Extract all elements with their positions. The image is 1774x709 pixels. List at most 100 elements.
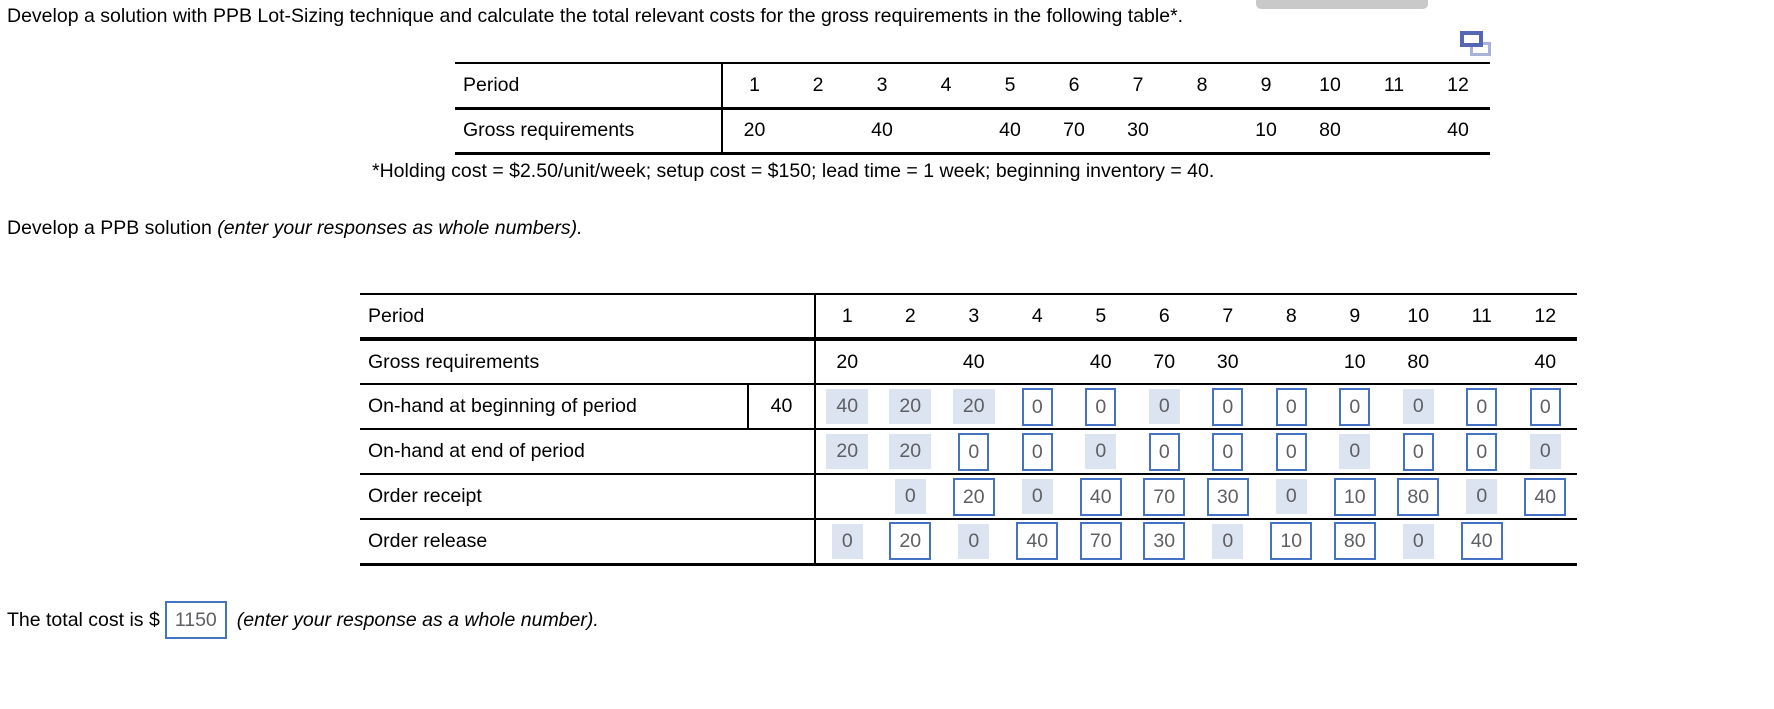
onhand-end-p11-input[interactable]: 0 bbox=[1466, 432, 1498, 471]
onhand-beginning-p8-input[interactable]: 0 bbox=[1275, 387, 1307, 426]
onhand-end-p12-cell: 0 bbox=[1513, 429, 1577, 475]
gross-requirements-p8-cell bbox=[1259, 339, 1323, 385]
row-onhand-beginning: On-hand at beginning of period 40 40 20 20 0 0… bbox=[360, 384, 1577, 430]
order-release-p6-input[interactable]: 30 bbox=[1143, 522, 1186, 561]
requirements-period-col-10: 10 bbox=[1298, 62, 1362, 110]
onhand-end-p1-answer[interactable]: 20 bbox=[826, 434, 869, 469]
onhand-end-p3-input[interactable]: 0 bbox=[958, 432, 990, 471]
solution-period-col-10: 10 bbox=[1386, 293, 1450, 341]
onhand-beginning-p4-cell: 0 bbox=[1005, 384, 1069, 430]
order-receipt-p5-input[interactable]: 40 bbox=[1079, 477, 1122, 516]
scrollbar-thumb[interactable] bbox=[1256, 0, 1428, 9]
onhand-end-p9-cell: 0 bbox=[1323, 429, 1387, 475]
solution-period-col-2: 2 bbox=[878, 293, 942, 341]
onhand-beginning-p5-input[interactable]: 0 bbox=[1085, 387, 1117, 426]
requirements-period-col-9: 9 bbox=[1234, 62, 1298, 110]
order-release-p11-input[interactable]: 40 bbox=[1460, 522, 1503, 561]
requirements-gross-p3: 40 bbox=[850, 108, 914, 155]
footnote-text: *Holding cost = $2.50/unit/week; setup c… bbox=[372, 160, 1215, 182]
order-release-p3-cell: 0 bbox=[942, 519, 1006, 566]
gross-requirements-p6-cell: 70 bbox=[1132, 339, 1196, 385]
order-receipt-p8-answer[interactable]: 0 bbox=[1275, 479, 1307, 514]
onhand-beginning-p10-answer[interactable]: 0 bbox=[1402, 389, 1434, 424]
onhand-end-p5-answer[interactable]: 0 bbox=[1085, 434, 1117, 469]
order-release-p9-input[interactable]: 80 bbox=[1333, 522, 1376, 561]
order-receipt-p6-input[interactable]: 70 bbox=[1143, 477, 1186, 516]
popup-table-icon[interactable] bbox=[1460, 31, 1494, 62]
order-receipt-p9-input[interactable]: 10 bbox=[1333, 477, 1376, 516]
solution-period-col-1: 1 bbox=[814, 293, 879, 341]
requirements-gross-p11 bbox=[1362, 108, 1426, 155]
onhand-end-p5-cell: 0 bbox=[1069, 429, 1133, 475]
requirements-period-col-5: 5 bbox=[978, 62, 1042, 110]
order-receipt-p7-input[interactable]: 30 bbox=[1206, 477, 1249, 516]
requirements-period-col-8: 8 bbox=[1170, 62, 1234, 110]
order-receipt-p5-cell: 40 bbox=[1069, 474, 1133, 520]
order-receipt-p3-input[interactable]: 20 bbox=[952, 477, 995, 516]
onhand-end-p7-input[interactable]: 0 bbox=[1212, 432, 1244, 471]
order-release-p4-input[interactable]: 40 bbox=[1016, 522, 1059, 561]
total-cost-line: The total cost is $ 1150 (enter your res… bbox=[7, 599, 599, 641]
onhand-end-p10-cell: 0 bbox=[1386, 429, 1450, 475]
order-release-p10-answer[interactable]: 0 bbox=[1402, 523, 1434, 559]
onhand-beginning-p1-cell: 40 bbox=[814, 384, 879, 430]
gross-requirements-p2-cell bbox=[878, 339, 942, 385]
order-release-p6-cell: 30 bbox=[1132, 519, 1196, 566]
order-release-p3-answer[interactable]: 0 bbox=[958, 523, 990, 559]
gross-requirements-p7-cell: 30 bbox=[1196, 339, 1260, 385]
order-release-p8-input[interactable]: 10 bbox=[1270, 522, 1313, 561]
requirements-gross-p1: 20 bbox=[721, 108, 786, 155]
onhand-end-p1-cell: 20 bbox=[814, 429, 879, 475]
order-release-p1-answer[interactable]: 0 bbox=[831, 523, 863, 559]
onhand-beginning-p12-input[interactable]: 0 bbox=[1529, 387, 1561, 426]
onhand-end-p10-input[interactable]: 0 bbox=[1402, 432, 1434, 471]
onhand-end-p4-input[interactable]: 0 bbox=[1021, 432, 1053, 471]
onhand-end-p8-input[interactable]: 0 bbox=[1275, 432, 1307, 471]
gross-requirements-p4-cell bbox=[1005, 339, 1069, 385]
onhand-beginning-p9-input[interactable]: 0 bbox=[1339, 387, 1371, 426]
solution-period-col-6: 6 bbox=[1132, 293, 1196, 341]
onhand-beginning-p1-answer[interactable]: 40 bbox=[826, 389, 869, 424]
onhand-end-p6-input[interactable]: 0 bbox=[1148, 432, 1180, 471]
order-receipt-p9-cell: 10 bbox=[1323, 474, 1387, 520]
onhand-beginning-p11-input[interactable]: 0 bbox=[1466, 387, 1498, 426]
total-cost-input[interactable]: 1150 bbox=[164, 601, 227, 639]
popup-icon-front-rect bbox=[1460, 31, 1483, 47]
order-release-p9-cell: 80 bbox=[1323, 519, 1387, 566]
solution-period-col-3: 3 bbox=[942, 293, 1006, 341]
order-receipt-p4-answer[interactable]: 0 bbox=[1021, 479, 1053, 514]
requirements-gross-p2 bbox=[786, 108, 850, 155]
onhand-beginning-p2-answer[interactable]: 20 bbox=[889, 389, 932, 424]
gross-requirements-p9-cell: 10 bbox=[1323, 339, 1387, 385]
solution-period-col-11: 11 bbox=[1450, 293, 1514, 341]
onhand-beginning-p6-answer[interactable]: 0 bbox=[1148, 389, 1180, 424]
onhand-beginning-p7-input[interactable]: 0 bbox=[1212, 387, 1244, 426]
onhand-beginning-p4-input[interactable]: 0 bbox=[1021, 387, 1053, 426]
onhand-end-p2-answer[interactable]: 20 bbox=[889, 434, 932, 469]
order-receipt-p12-input[interactable]: 40 bbox=[1524, 477, 1567, 516]
requirements-period-col-4: 4 bbox=[914, 62, 978, 110]
onhand-beginning-p3-answer[interactable]: 20 bbox=[952, 389, 995, 424]
order-receipt-p2-cell: 0 bbox=[878, 474, 942, 520]
requirements-gross-p4 bbox=[914, 108, 978, 155]
order-receipt-p11-cell: 0 bbox=[1450, 474, 1514, 520]
question-text: Develop a solution with PPB Lot-Sizing t… bbox=[7, 5, 1184, 27]
row-label-gross-requirements: Gross requirements bbox=[360, 339, 815, 385]
onhand-end-p9-answer[interactable]: 0 bbox=[1339, 434, 1371, 469]
requirements-period-col-6: 6 bbox=[1042, 62, 1106, 110]
onhand-beginning-p3-cell: 20 bbox=[942, 384, 1006, 430]
onhand-beginning-p9-cell: 0 bbox=[1323, 384, 1387, 430]
order-receipt-p3-cell: 20 bbox=[942, 474, 1006, 520]
order-release-p5-input[interactable]: 70 bbox=[1079, 522, 1122, 561]
onhand-beginning-p6-cell: 0 bbox=[1132, 384, 1196, 430]
order-release-p2-input[interactable]: 20 bbox=[889, 522, 932, 561]
order-receipt-p10-input[interactable]: 80 bbox=[1397, 477, 1440, 516]
onhand-end-p7-cell: 0 bbox=[1196, 429, 1260, 475]
onhand-end-p12-answer[interactable]: 0 bbox=[1529, 434, 1561, 469]
order-receipt-p2-answer[interactable]: 0 bbox=[894, 479, 926, 514]
requirements-gross-label: Gross requirements bbox=[455, 108, 722, 155]
order-receipt-p11-answer[interactable]: 0 bbox=[1466, 479, 1498, 514]
order-release-p7-answer[interactable]: 0 bbox=[1212, 523, 1244, 559]
order-receipt-p6-cell: 70 bbox=[1132, 474, 1196, 520]
requirements-period-col-7: 7 bbox=[1106, 62, 1170, 110]
